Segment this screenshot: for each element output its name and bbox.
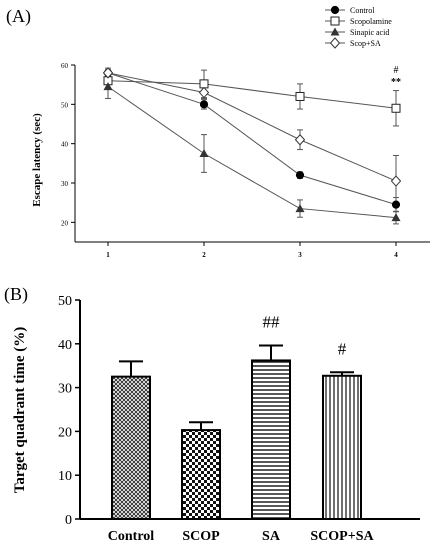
x-tick-label: SA bbox=[262, 529, 281, 544]
panel-a-annotations: #** bbox=[391, 65, 401, 88]
data-point-2 bbox=[391, 213, 401, 222]
x-tick-label: Control bbox=[108, 529, 155, 544]
series-line-0 bbox=[107, 72, 397, 206]
panel-a-y-ticks: 20 30 40 50 60 bbox=[61, 62, 75, 227]
data-point-1 bbox=[295, 91, 305, 101]
y-tick-label: 40 bbox=[61, 141, 69, 149]
y-tick-label: 40 bbox=[58, 338, 72, 353]
panel-b-y-ticks: 0 10 20 30 40 50 bbox=[58, 294, 80, 528]
bar-control bbox=[111, 375, 151, 520]
legend-label: Scop+SA bbox=[350, 39, 381, 48]
panel-b-bars bbox=[111, 344, 362, 520]
significance-mark: ## bbox=[263, 313, 281, 332]
panel-b-annotations: ### bbox=[263, 313, 347, 359]
data-point-3 bbox=[198, 86, 210, 99]
y-tick-label: 20 bbox=[61, 219, 69, 227]
data-point-1 bbox=[199, 79, 209, 89]
legend-marker bbox=[329, 37, 341, 49]
panel-a-series bbox=[102, 67, 402, 225]
legend-label: Sinapic acid bbox=[350, 28, 389, 37]
series-line-3 bbox=[107, 72, 397, 182]
y-tick-label: 0 bbox=[65, 513, 72, 528]
y-tick-label: 50 bbox=[58, 294, 72, 309]
annotation-double-star: ** bbox=[391, 77, 401, 88]
data-point-2 bbox=[199, 149, 209, 157]
panel-b-x-ticks: Control SCOP SA SCOP+SA bbox=[108, 529, 375, 544]
data-point-3 bbox=[294, 133, 306, 146]
data-point-1 bbox=[391, 103, 401, 113]
bar-sa bbox=[251, 359, 291, 520]
significance-mark: # bbox=[338, 339, 347, 358]
legend-label: Control bbox=[350, 6, 375, 15]
x-tick-label: 2 bbox=[202, 251, 206, 259]
panel-a: (A) Escape latency (sec) 20 30 40 50 60 1 2 3 4… bbox=[6, 5, 430, 259]
data-point-2 bbox=[103, 82, 113, 91]
annotation-hash: # bbox=[394, 65, 399, 76]
panel-a-x-ticks: 1 2 3 4 bbox=[106, 242, 398, 259]
legend-marker bbox=[330, 16, 340, 26]
y-tick-label: 20 bbox=[58, 425, 72, 440]
x-tick-label: SCOP bbox=[182, 529, 220, 544]
panel-a-label: (A) bbox=[6, 6, 31, 27]
x-tick-label: 4 bbox=[394, 251, 398, 259]
panel-b: (B) Target quadrant time (%) 0 10 20 30 40 50… bbox=[4, 284, 420, 544]
y-tick-label: 30 bbox=[58, 382, 72, 397]
legend-label: Scopolamine bbox=[350, 17, 392, 26]
data-point-0 bbox=[199, 100, 209, 109]
data-point-3 bbox=[390, 175, 402, 187]
y-tick-label: 60 bbox=[61, 62, 69, 70]
y-tick-label: 30 bbox=[61, 180, 69, 188]
bar-scop bbox=[181, 429, 221, 520]
data-point-2 bbox=[295, 204, 305, 213]
legend-marker bbox=[330, 5, 340, 15]
panel-a-axes bbox=[74, 65, 430, 243]
x-tick-label: 3 bbox=[298, 251, 302, 259]
x-tick-label: 1 bbox=[106, 251, 110, 259]
data-point-0 bbox=[391, 200, 401, 209]
data-point-0 bbox=[295, 171, 305, 180]
panel-b-label: (B) bbox=[4, 284, 28, 305]
y-tick-label: 50 bbox=[61, 101, 69, 109]
series-line-1 bbox=[107, 80, 397, 109]
series-line-2 bbox=[107, 86, 397, 219]
panel-b-y-axis-label: Target quadrant time (%) bbox=[12, 327, 28, 494]
panel-a-legend: Control Scopolamine Sinapic acid Scop+SA bbox=[325, 5, 392, 49]
data-point-3 bbox=[102, 67, 114, 79]
x-tick-label: SCOP+SA bbox=[310, 529, 374, 544]
y-tick-label: 10 bbox=[58, 469, 72, 484]
legend-marker bbox=[330, 27, 340, 36]
bar-scop-sa bbox=[322, 374, 362, 520]
panel-a-y-axis-label: Escape latency (sec) bbox=[31, 113, 43, 207]
